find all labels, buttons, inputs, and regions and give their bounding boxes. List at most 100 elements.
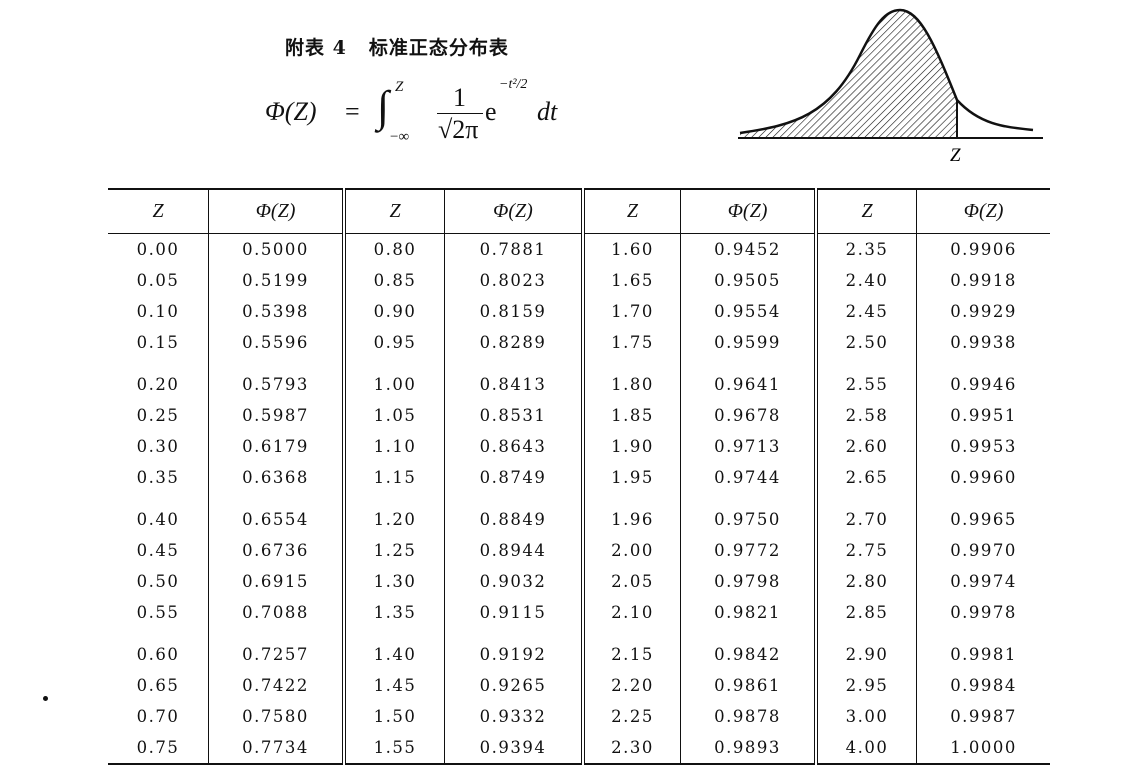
header-z: Z bbox=[108, 189, 210, 234]
phi-value: 0.5793 bbox=[208, 358, 346, 400]
formula-exponent: −t²/2 bbox=[499, 77, 528, 92]
integral-sign-icon: ∫ bbox=[377, 82, 390, 131]
z-value: 2.58 bbox=[815, 400, 918, 431]
z-value: 2.05 bbox=[582, 566, 682, 597]
z-value: 0.95 bbox=[343, 327, 446, 358]
phi-value: 0.9978 bbox=[950, 603, 1017, 622]
z-value: 0.05 bbox=[108, 265, 210, 296]
z-value: 2.40 bbox=[815, 265, 918, 296]
z-value: 1.20 bbox=[343, 493, 446, 535]
z-value: 2.15 bbox=[582, 628, 682, 670]
phi-value: 0.9974 bbox=[950, 572, 1017, 591]
z-value: 0.80 bbox=[343, 233, 446, 265]
formula-exp-base: e bbox=[485, 97, 497, 126]
z-value: 1.10 bbox=[343, 431, 446, 462]
header-z: Z bbox=[815, 189, 918, 234]
z-value: 2.80 bbox=[815, 566, 918, 597]
z-value: 1.70 bbox=[582, 296, 682, 327]
phi-value: 0.9965 bbox=[950, 510, 1017, 529]
phi-value: 0.7088 bbox=[208, 597, 346, 628]
phi-value: 0.9032 bbox=[444, 566, 585, 597]
z-value: 0.15 bbox=[108, 327, 210, 358]
page-title: 附表 4 标准正态分布表 bbox=[285, 33, 509, 60]
z-axis-label: Z bbox=[950, 145, 961, 166]
table-row: 0.75 0.7734 1.55 0.9394 2.30 0.9893 4.00 1.0000 bbox=[108, 732, 1050, 764]
phi-value: 0.9842 bbox=[680, 628, 818, 670]
formula-dt: dt bbox=[537, 97, 558, 126]
phi-value: 0.9987 bbox=[950, 707, 1017, 726]
z-value: 4.00 bbox=[815, 732, 918, 764]
phi-value: 0.9960 bbox=[950, 468, 1017, 487]
phi-value: 0.8023 bbox=[444, 265, 585, 296]
density-curve bbox=[739, 8, 1034, 135]
phi-value: 0.9929 bbox=[950, 302, 1017, 321]
z-value: 2.35 bbox=[815, 233, 918, 265]
table-row: 0.70 0.7580 1.50 0.9332 2.25 0.9878 3.00 0.9987 bbox=[108, 701, 1050, 732]
phi-value: 1.0000 bbox=[950, 738, 1017, 757]
phi-value: 0.8531 bbox=[444, 400, 585, 431]
z-value: 2.90 bbox=[815, 628, 918, 670]
formula-denominator: √2π bbox=[438, 115, 479, 144]
z-value: 0.50 bbox=[108, 566, 210, 597]
z-value: 0.35 bbox=[108, 462, 210, 493]
phi-value: 0.9878 bbox=[680, 701, 818, 732]
z-value: 0.60 bbox=[108, 628, 210, 670]
phi-value: 0.8643 bbox=[444, 431, 585, 462]
table-row: 0.25 0.5987 1.05 0.8531 1.85 0.9678 2.58 0.9951 bbox=[108, 400, 1050, 431]
table-row: 0.55 0.7088 1.35 0.9115 2.10 0.9821 2.85 0.9978 bbox=[108, 597, 1050, 628]
z-value: 0.10 bbox=[108, 296, 210, 327]
table-row: 0.35 0.6368 1.15 0.8749 1.95 0.9744 2.65 0.9960 bbox=[108, 462, 1050, 493]
header-z: Z bbox=[343, 189, 446, 234]
z-value: 0.55 bbox=[108, 597, 210, 628]
z-value: 0.00 bbox=[108, 233, 210, 265]
z-value: 0.45 bbox=[108, 535, 210, 566]
phi-value: 0.9970 bbox=[950, 541, 1017, 560]
header-phi: Φ(Z) bbox=[916, 189, 1050, 234]
table-row: 0.15 0.5596 0.95 0.8289 1.75 0.9599 2.50 0.9938 bbox=[108, 327, 1050, 358]
phi-value: 0.9893 bbox=[680, 732, 818, 764]
normal-curve-figure: Z bbox=[738, 8, 1043, 166]
z-value: 2.50 bbox=[815, 327, 918, 358]
table-number: 附表 4 bbox=[285, 37, 347, 59]
table-row: 0.10 0.5398 0.90 0.8159 1.70 0.9554 2.45 0.9929 bbox=[108, 296, 1050, 327]
table-row: 0.50 0.6915 1.30 0.9032 2.05 0.9798 2.80 0.9974 bbox=[108, 566, 1050, 597]
phi-value: 0.6915 bbox=[208, 566, 346, 597]
shaded-area bbox=[740, 10, 957, 137]
z-value: 2.95 bbox=[815, 670, 918, 701]
normal-distribution-table: Z Φ(Z) Z Φ(Z) Z Φ(Z) Z Φ(Z) 0.00 0.5000 0.… bbox=[108, 188, 1050, 765]
z-value: 2.30 bbox=[582, 732, 682, 764]
z-value: 0.20 bbox=[108, 358, 210, 400]
formula-numerator: 1 bbox=[453, 83, 466, 112]
z-value: 0.25 bbox=[108, 400, 210, 431]
phi-value: 0.6554 bbox=[208, 493, 346, 535]
formula-lower-limit: −∞ bbox=[390, 129, 410, 145]
table-row: 0.30 0.6179 1.10 0.8643 1.90 0.9713 2.60 0.9953 bbox=[108, 431, 1050, 462]
phi-value: 0.7422 bbox=[208, 670, 346, 701]
header-phi: Φ(Z) bbox=[444, 189, 585, 234]
phi-value: 0.7734 bbox=[208, 732, 346, 764]
table-row: 0.45 0.6736 1.25 0.8944 2.00 0.9772 2.75 0.9970 bbox=[108, 535, 1050, 566]
phi-value: 0.6736 bbox=[208, 535, 346, 566]
z-value: 0.85 bbox=[343, 265, 446, 296]
phi-value: 0.6179 bbox=[208, 431, 346, 462]
header-row: Z Φ(Z) Z Φ(Z) Z Φ(Z) Z Φ(Z) bbox=[108, 189, 1050, 234]
table-row: 0.60 0.7257 1.40 0.9192 2.15 0.9842 2.90 0.9981 bbox=[108, 628, 1050, 670]
z-value: 0.90 bbox=[343, 296, 446, 327]
z-value: 0.30 bbox=[108, 431, 210, 462]
phi-value: 0.9981 bbox=[950, 645, 1017, 664]
z-value: 1.45 bbox=[343, 670, 446, 701]
phi-value: 0.9772 bbox=[680, 535, 818, 566]
phi-value: 0.9678 bbox=[680, 400, 818, 431]
formula-upper-limit: Z bbox=[395, 79, 404, 95]
z-value: 2.75 bbox=[815, 535, 918, 566]
z-value: 2.60 bbox=[815, 431, 918, 462]
phi-value: 0.9192 bbox=[444, 628, 585, 670]
formula-lhs: Φ(Z) bbox=[265, 97, 317, 126]
phi-value: 0.9984 bbox=[950, 676, 1017, 695]
z-value: 1.00 bbox=[343, 358, 446, 400]
header-z: Z bbox=[582, 189, 682, 234]
z-value: 1.96 bbox=[582, 493, 682, 535]
z-value: 1.80 bbox=[582, 358, 682, 400]
header-phi: Φ(Z) bbox=[680, 189, 818, 234]
z-value: 0.70 bbox=[108, 701, 210, 732]
